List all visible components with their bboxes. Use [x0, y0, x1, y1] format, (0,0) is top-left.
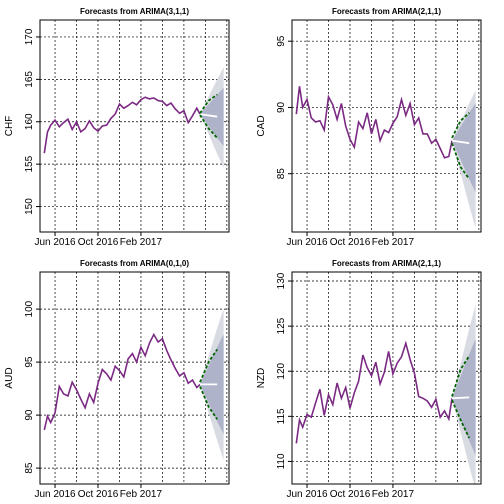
history-line: [295, 86, 453, 159]
y-tick-label: 160: [24, 113, 35, 130]
lower-80-line: [451, 142, 470, 180]
chart-panel-chf: Forecasts from ARIMA(3,1,1) 150 155 160 165 1…: [4, 7, 230, 248]
prediction-interval-80: [452, 103, 476, 193]
y-tick-label: 155: [24, 155, 35, 172]
chart-panel-aud: Forecasts from ARIMA(0,1,0) 85 90 95 100 Jun …: [4, 259, 230, 500]
chart-title: Forecasts from ARIMA(3,1,1): [80, 7, 189, 16]
y-tick-label: 100: [24, 300, 35, 317]
y-tick-label: 85: [24, 462, 35, 474]
y-tick-label: 165: [24, 71, 35, 88]
prediction-interval-80: [200, 87, 224, 147]
x-tick-label: Oct 2016: [330, 237, 371, 248]
x-tick-label: Feb 2017: [372, 237, 415, 248]
forecast-mean-line: [199, 113, 218, 118]
y-tick-label: 115: [276, 408, 287, 424]
chart-panel-cad: Forecasts from ARIMA(2,1,1) 85 90 95 Jun 201…: [256, 7, 482, 248]
x-tick-label: Jun 2016: [34, 237, 76, 248]
plot-frame: [39, 19, 230, 233]
x-tick-label: Jun 2016: [286, 237, 328, 248]
y-tick-label: 90: [276, 101, 287, 113]
x-tick-label: Feb 2017: [120, 489, 163, 500]
plot-frame: [291, 271, 482, 485]
y-tick-label: 120: [276, 362, 287, 379]
y-tick-label: 95: [24, 356, 35, 368]
upper-80-line: [199, 93, 218, 114]
y-tick-label: 150: [24, 198, 35, 215]
y-axis-label: AUD: [4, 367, 15, 388]
upper-80-line: [451, 112, 470, 139]
plot-frame: [291, 19, 482, 233]
y-axis-label: CHF: [4, 116, 15, 137]
x-tick-label: Jun 2016: [34, 489, 76, 500]
upper-80-line: [199, 348, 218, 383]
plot-frame: [39, 271, 230, 485]
forecast-mean-line: [451, 396, 470, 400]
y-tick-label: 90: [24, 409, 35, 421]
y-tick-label: 170: [24, 28, 35, 45]
chart-title: Forecasts from ARIMA(2,1,1): [332, 259, 441, 268]
history-line: [43, 96, 201, 154]
lower-80-line: [199, 386, 218, 420]
x-tick-label: Oct 2016: [78, 489, 119, 500]
lower-80-line: [199, 114, 218, 139]
history-line: [295, 340, 453, 444]
x-tick-label: Oct 2016: [330, 489, 371, 500]
y-tick-label: 95: [276, 35, 287, 47]
x-tick-label: Oct 2016: [78, 237, 119, 248]
y-tick-label: 125: [276, 317, 287, 334]
chart-title: Forecasts from ARIMA(2,1,1): [332, 7, 441, 16]
chart-title: Forecasts from ARIMA(0,1,0): [80, 259, 189, 268]
x-tick-label: Jun 2016: [286, 489, 328, 500]
chart-panel-nzd: Forecasts from ARIMA(2,1,1) 110 115 120 125 1…: [256, 259, 482, 500]
y-axis-label: NZD: [256, 368, 267, 389]
history-line: [43, 332, 201, 431]
x-tick-label: Feb 2017: [372, 489, 415, 500]
forecast-mean-line: [451, 139, 470, 145]
lower-80-line: [451, 399, 471, 439]
y-tick-label: 85: [276, 168, 287, 180]
y-tick-label: 130: [276, 272, 287, 289]
x-tick-label: Feb 2017: [120, 237, 163, 248]
y-tick-label: 110: [276, 453, 287, 469]
y-axis-label: CAD: [256, 115, 267, 136]
